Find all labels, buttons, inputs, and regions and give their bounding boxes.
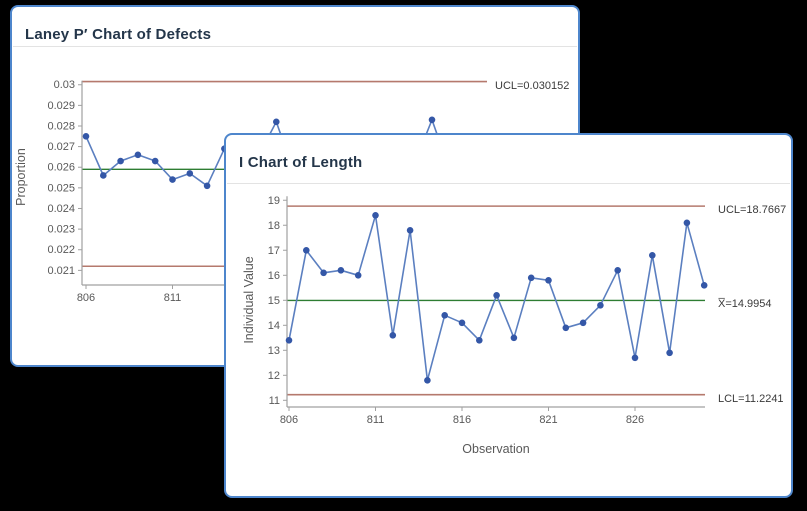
svg-text:0.023: 0.023 xyxy=(47,224,75,236)
i-chart-y-axis-title: Individual Value xyxy=(242,256,256,344)
svg-text:0.028: 0.028 xyxy=(47,120,75,132)
i-chart-lcl-label: LCL=11.2241 xyxy=(718,392,784,405)
title-separator xyxy=(227,183,790,184)
svg-text:0.027: 0.027 xyxy=(47,141,75,153)
svg-text:14: 14 xyxy=(268,320,280,332)
svg-text:826: 826 xyxy=(626,414,644,426)
svg-text:0.021: 0.021 xyxy=(47,265,75,277)
i-chart-center-label: X̅=14.9954 xyxy=(718,298,772,311)
laney-y-axis-title: Proportion xyxy=(14,148,28,206)
i-chart-ucl-label: UCL=18.7667 xyxy=(718,204,787,217)
svg-text:18: 18 xyxy=(268,220,280,232)
svg-text:821: 821 xyxy=(539,414,557,426)
svg-text:816: 816 xyxy=(453,414,471,426)
svg-text:0.024: 0.024 xyxy=(47,203,75,215)
svg-text:811: 811 xyxy=(367,414,385,426)
i-chart-window[interactable]: I Chart of Length 19 18 17 16 15 14 13 12 11 806 8… xyxy=(224,133,793,498)
svg-text:0.03: 0.03 xyxy=(54,79,75,91)
svg-text:806: 806 xyxy=(77,292,95,304)
laney-ucl-label: UCL=0.030152 xyxy=(495,79,570,92)
i-chart-window-title: I Chart of Length xyxy=(239,154,363,172)
svg-text:0.029: 0.029 xyxy=(47,100,75,112)
svg-text:0.022: 0.022 xyxy=(47,244,75,256)
svg-text:16: 16 xyxy=(268,270,280,282)
svg-text:0.026: 0.026 xyxy=(47,162,75,174)
svg-text:15: 15 xyxy=(268,295,280,307)
svg-text:17: 17 xyxy=(268,245,280,257)
svg-text:13: 13 xyxy=(268,345,280,357)
svg-text:806: 806 xyxy=(280,414,298,426)
svg-text:0.025: 0.025 xyxy=(47,182,75,194)
svg-text:12: 12 xyxy=(268,370,280,382)
laney-window-title: Laney P′ Chart of Defects xyxy=(25,26,212,44)
svg-text:11: 11 xyxy=(269,395,280,407)
i-chart-x-axis-title: Observation xyxy=(462,442,530,456)
title-separator xyxy=(13,46,577,47)
svg-text:811: 811 xyxy=(164,292,182,304)
svg-text:19: 19 xyxy=(268,195,280,207)
